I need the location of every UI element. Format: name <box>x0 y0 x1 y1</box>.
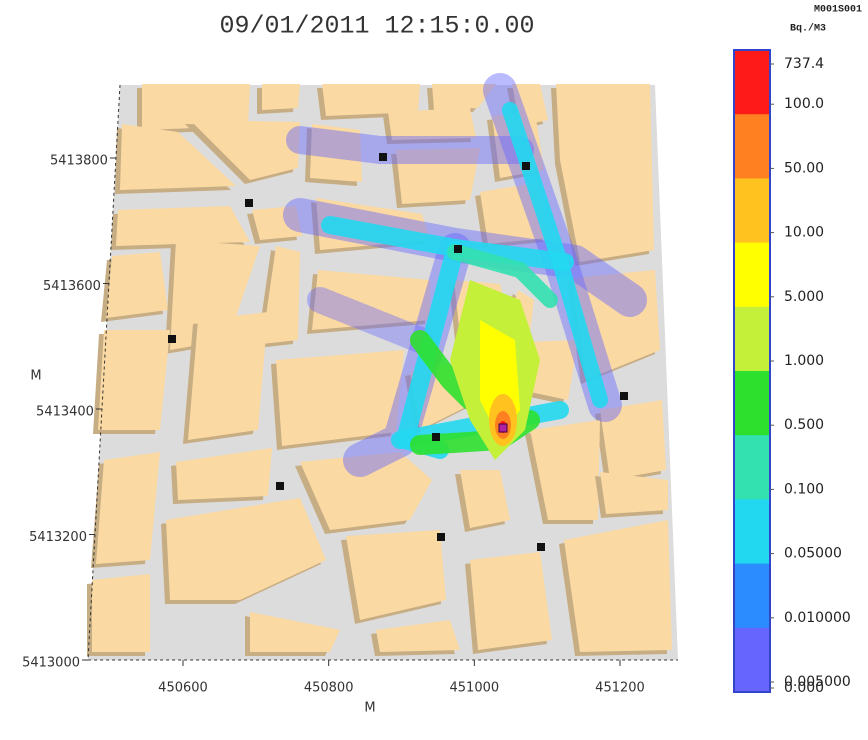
y-tick-label: 5413000 <box>22 656 80 671</box>
building <box>98 330 170 430</box>
building <box>106 252 168 318</box>
y-tick-label: 5413800 <box>50 154 108 169</box>
sensor-marker <box>620 392 628 400</box>
colorbar-band <box>734 627 770 693</box>
colorbar-band <box>734 178 770 244</box>
building <box>252 206 302 240</box>
building <box>388 108 476 140</box>
sensor-marker <box>454 245 462 253</box>
building <box>530 420 600 520</box>
x-tick-label: 450600 <box>158 681 208 696</box>
building <box>600 472 668 514</box>
colorbar-label: 737.4 <box>784 56 824 72</box>
colorbar-label: 0.500 <box>784 417 824 433</box>
x-tick-label: 450800 <box>304 681 354 696</box>
colorbar-band <box>734 306 770 372</box>
colorbar-label: 5.000 <box>784 289 824 305</box>
colorbar-label: 1.000 <box>784 353 824 369</box>
building <box>276 350 404 446</box>
colorbar-label: 0.100 <box>784 481 824 497</box>
colorbar-band <box>734 435 770 500</box>
building <box>176 448 272 500</box>
map-area <box>87 73 678 661</box>
building <box>346 530 446 620</box>
sensor-marker <box>537 543 545 551</box>
plume-low <box>286 126 534 164</box>
building <box>556 84 654 262</box>
colorbar-variable: M001S001 <box>814 5 862 16</box>
building <box>142 84 250 130</box>
building <box>564 520 672 652</box>
building <box>170 240 260 350</box>
colorbar-label: 100.0 <box>784 96 824 112</box>
plume-mid <box>502 102 608 408</box>
colorbar-label: 0.010000 <box>784 610 851 626</box>
colorbar-band <box>734 114 770 179</box>
building <box>116 206 250 246</box>
building <box>190 120 300 180</box>
building <box>96 452 160 564</box>
building <box>376 620 460 652</box>
building <box>312 270 430 330</box>
colorbar-label: 50.00 <box>784 160 824 176</box>
building <box>262 246 300 344</box>
colorbar-label: 10.00 <box>784 225 824 241</box>
colorbar-label: 0.005000 <box>784 674 851 690</box>
colorbar-band <box>734 242 770 308</box>
colorbar-label: 0.05000 <box>784 546 842 562</box>
plume-mid <box>447 244 558 308</box>
colorbar-band <box>734 499 770 565</box>
sensor-marker <box>522 162 530 170</box>
sensor-marker <box>432 433 440 441</box>
plume-low <box>307 287 433 353</box>
colorbar-band <box>734 371 770 436</box>
building <box>526 340 578 400</box>
building <box>432 84 496 110</box>
building <box>396 148 480 204</box>
building <box>600 400 666 480</box>
sensor-marker <box>168 335 176 343</box>
colorbar-band <box>734 50 770 115</box>
y-axis-label: M <box>30 369 41 384</box>
map-title: 09/01/2011 12:15:0.00 <box>219 12 534 41</box>
x-axis-label: M <box>364 701 375 716</box>
x-tick-label: 451200 <box>595 681 645 696</box>
building <box>92 574 150 652</box>
y-tick-label: 5413400 <box>36 405 94 420</box>
building <box>188 312 268 440</box>
sensor-marker <box>437 533 445 541</box>
building <box>120 124 236 190</box>
colorbar-frame <box>733 49 771 693</box>
colorbar-label: 0.000 <box>784 680 824 696</box>
building <box>310 124 362 182</box>
colorbar-band <box>734 563 770 629</box>
building <box>262 84 300 110</box>
building <box>322 84 420 116</box>
building <box>470 552 552 650</box>
building <box>166 498 326 600</box>
building <box>250 612 340 652</box>
building <box>460 470 510 528</box>
sensor-marker <box>379 153 387 161</box>
colorbar-unit: Bq./M3 <box>790 23 826 35</box>
building <box>300 452 432 530</box>
sensor-marker <box>276 482 284 490</box>
y-tick-label: 5413600 <box>43 279 101 294</box>
source-marker <box>498 423 508 433</box>
y-tick-label: 5413200 <box>29 530 87 545</box>
x-tick-label: 451000 <box>450 681 500 696</box>
sensor-marker <box>245 199 253 207</box>
